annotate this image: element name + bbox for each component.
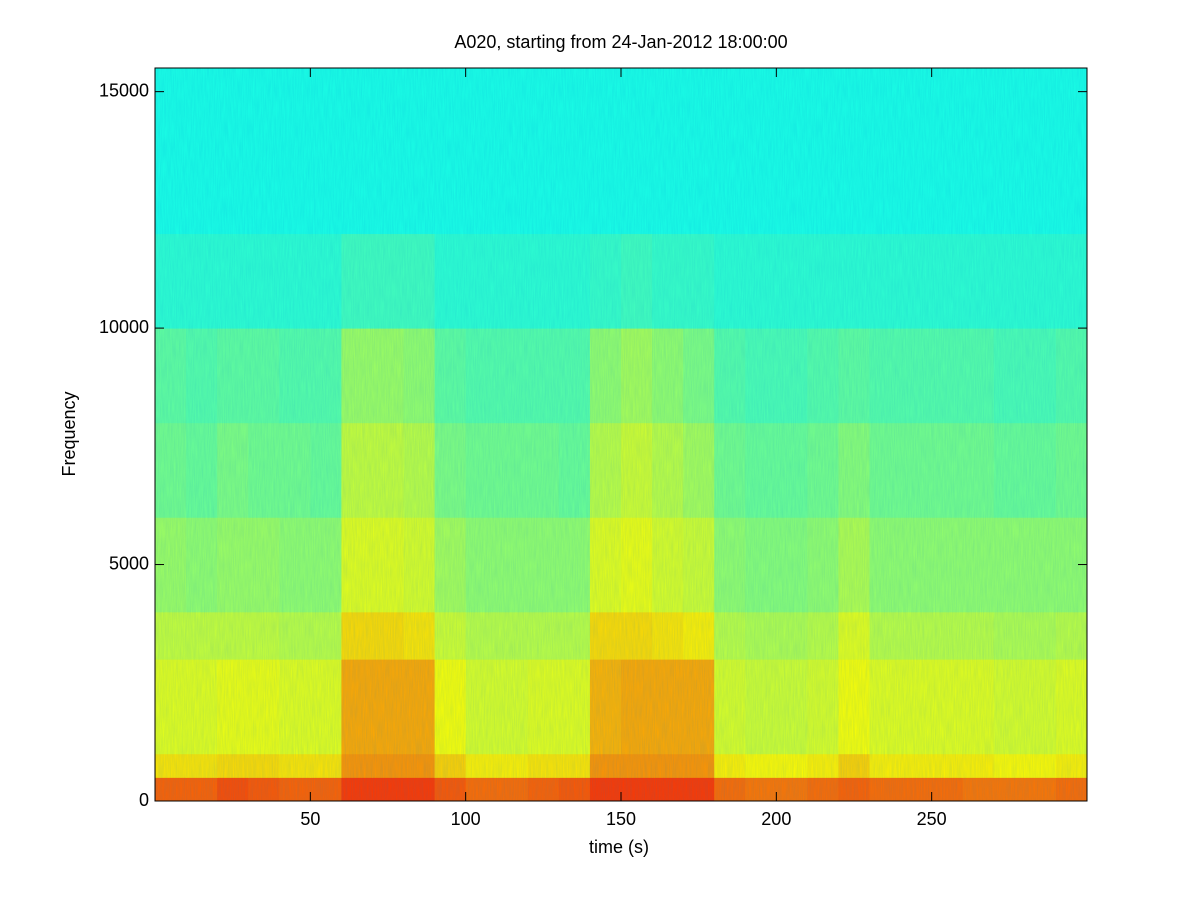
x-tick-label: 50 <box>300 809 320 829</box>
y-tick-label: 15000 <box>99 80 149 100</box>
y-tick-label: 10000 <box>99 317 149 337</box>
x-tick-label: 250 <box>917 809 947 829</box>
texture <box>155 68 1087 801</box>
x-tick-label: 150 <box>606 809 636 829</box>
x-tick-label: 200 <box>761 809 791 829</box>
axes: 50 100 150 200 250 0 5000 10000 15000 <box>99 68 1087 829</box>
y-axis-label: Frequency <box>59 391 79 476</box>
x-tick-label: 100 <box>451 809 481 829</box>
y-tick-label: 5000 <box>109 553 149 573</box>
x-axis-label: time (s) <box>589 837 649 857</box>
chart-title: A020, starting from 24-Jan-2012 18:00:00 <box>454 32 787 52</box>
y-tick-label: 0 <box>139 790 149 810</box>
